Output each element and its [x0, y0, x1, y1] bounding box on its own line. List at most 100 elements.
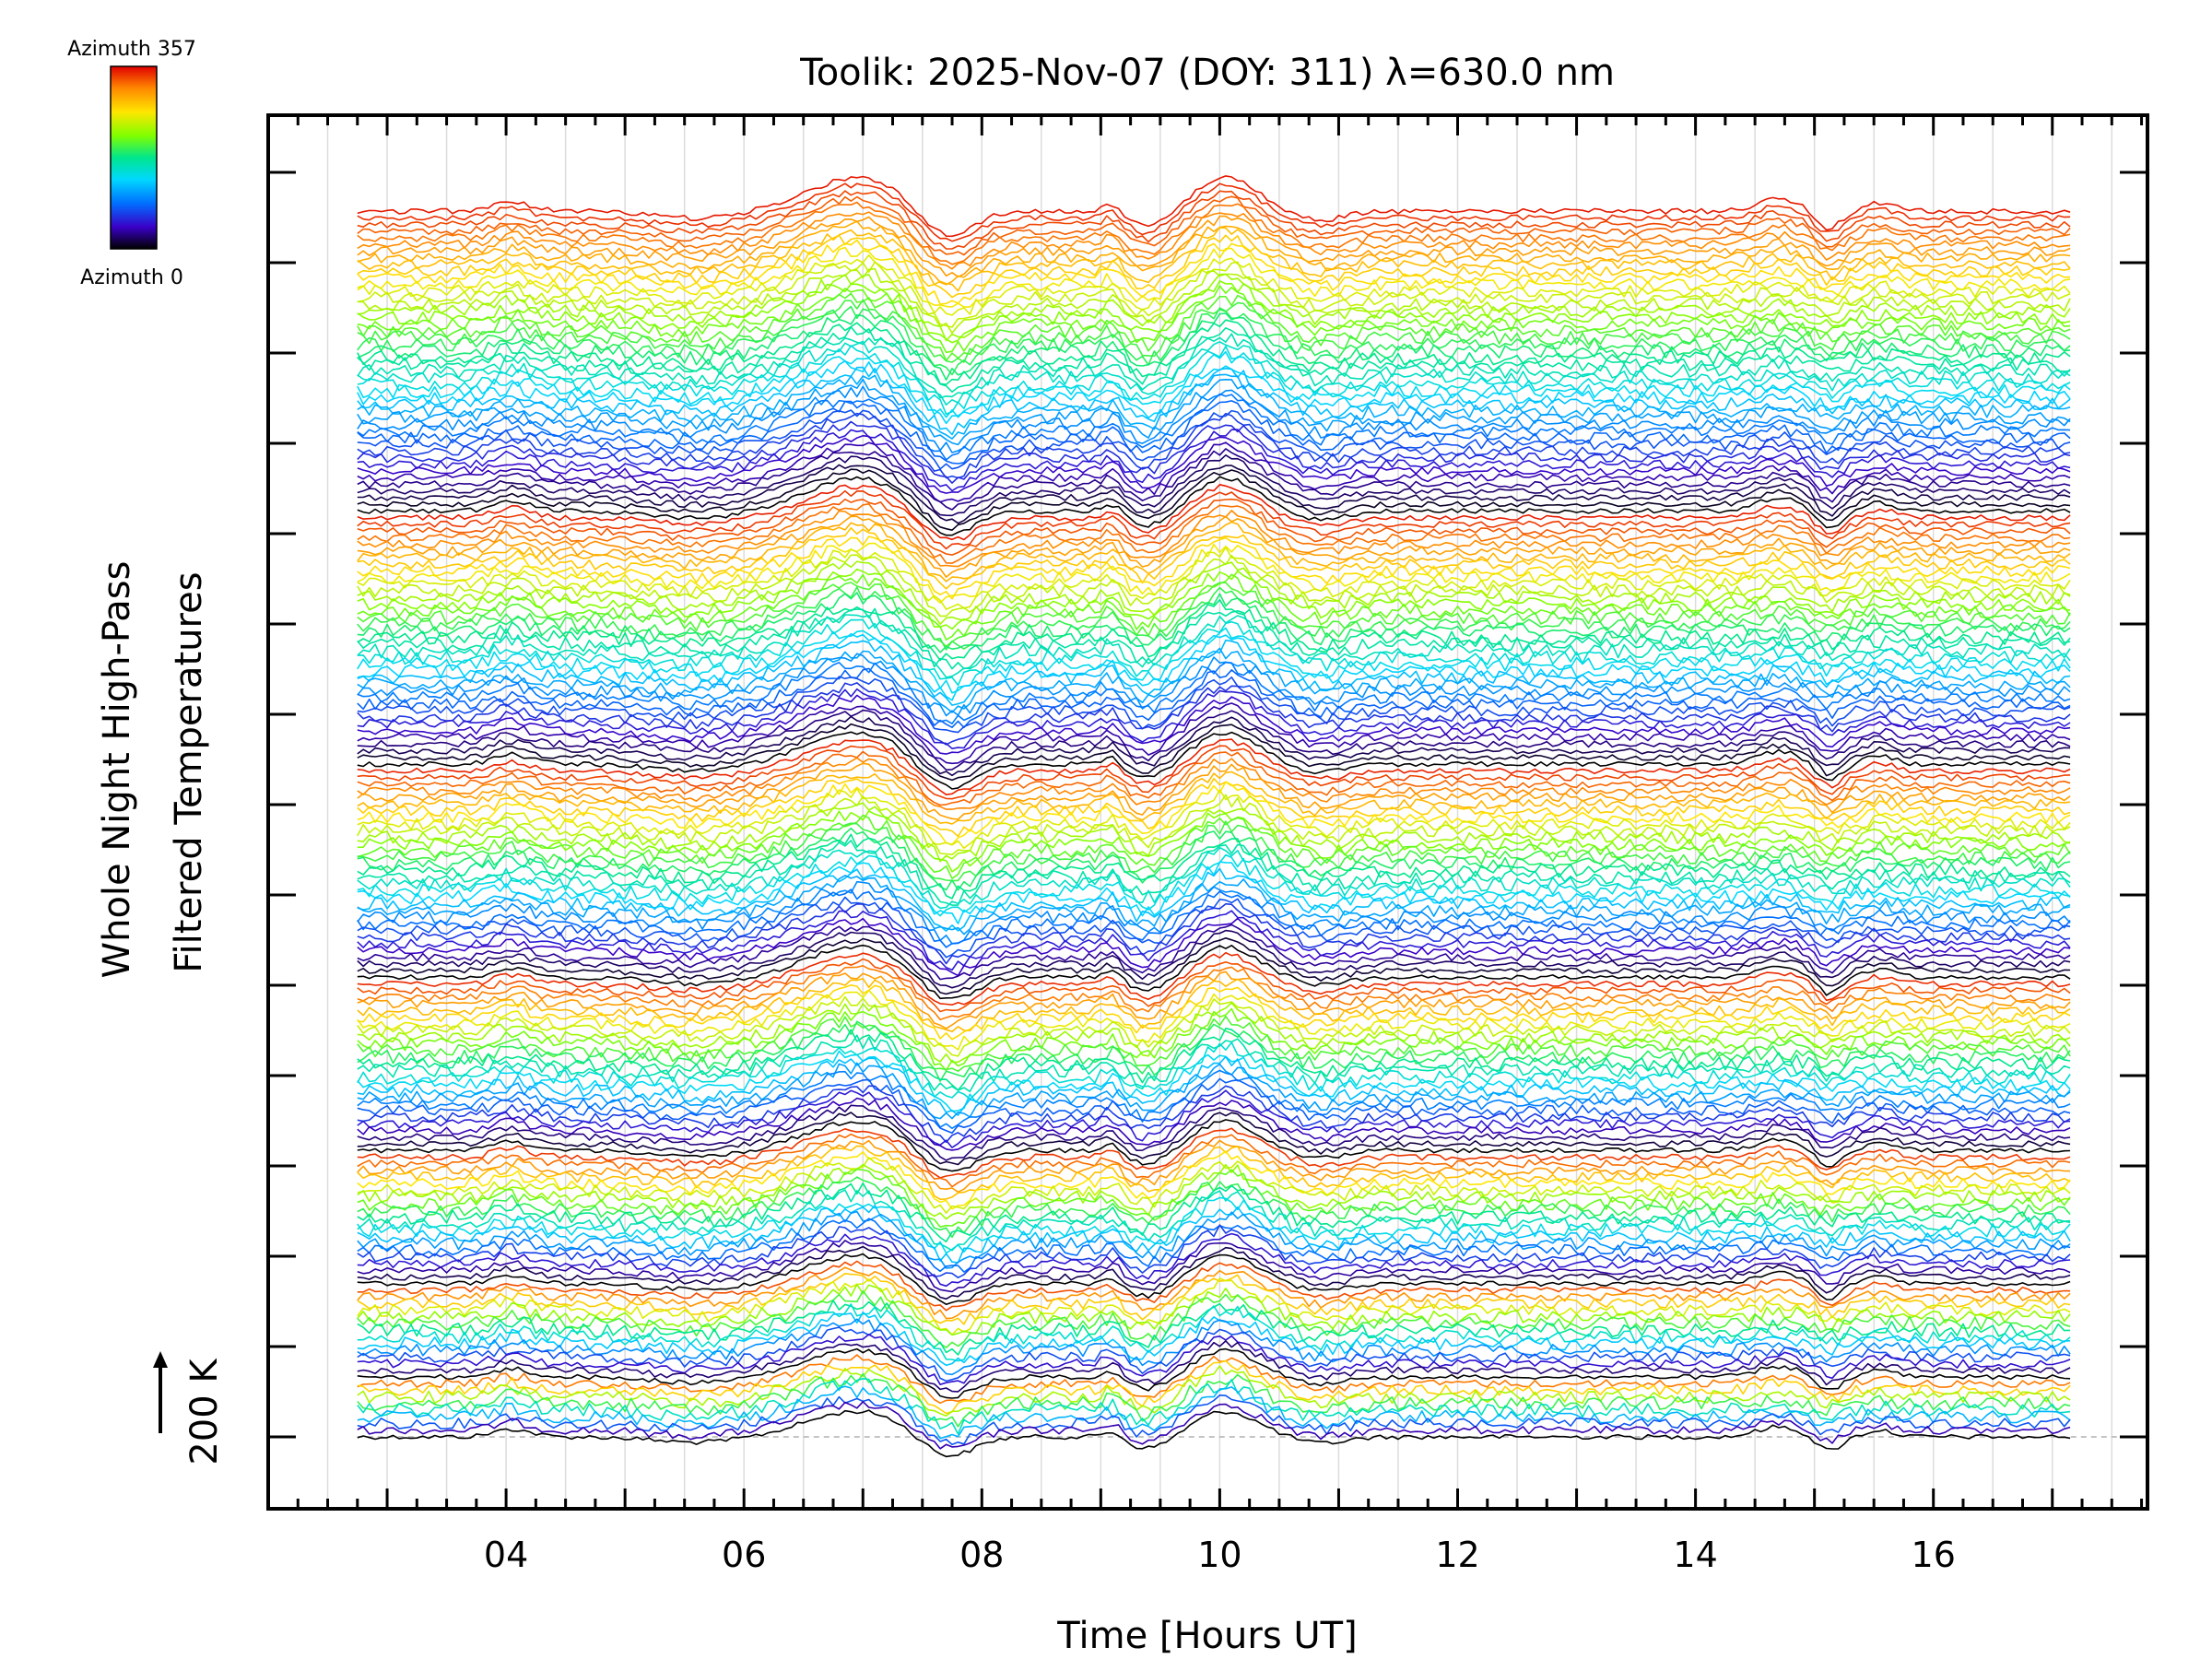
azimuth-trace — [357, 489, 2071, 550]
azimuth-trace — [357, 794, 2071, 855]
azimuth-trace — [357, 1359, 2071, 1415]
azimuth-trace — [357, 412, 2071, 479]
azimuth-trace — [357, 429, 2071, 492]
azimuth-trace — [357, 1240, 2071, 1293]
grid-lines — [326, 115, 2143, 1509]
azimuth-trace — [357, 750, 2071, 806]
azimuth-trace — [357, 1182, 2071, 1242]
azimuth-trace — [357, 1253, 2071, 1305]
azimuth-trace — [357, 738, 2071, 795]
azimuth-trace — [357, 1163, 2071, 1220]
azimuth-trace — [357, 1085, 2071, 1144]
azimuth-trace — [357, 267, 2071, 335]
azimuth-trace — [357, 880, 2071, 945]
azimuth-trace — [357, 810, 2071, 873]
azimuth-trace — [357, 340, 2071, 406]
azimuth-trace — [357, 350, 2071, 418]
azimuth-trace — [357, 1020, 2071, 1082]
azimuth-trace — [357, 1127, 2071, 1179]
azimuth-trace — [357, 614, 2071, 678]
azimuth-trace — [357, 220, 2071, 286]
azimuth-trace — [357, 1002, 2071, 1064]
azimuth-trace — [357, 190, 2071, 250]
x-tick-label: 04 — [484, 1535, 528, 1575]
azimuth-trace — [357, 476, 2071, 536]
azimuth-trace — [357, 373, 2071, 440]
azimuth-trace — [357, 647, 2071, 713]
azimuth-trace — [357, 802, 2071, 863]
azimuth-trace — [357, 618, 2071, 687]
azimuth-trace — [357, 1104, 2071, 1161]
azimuth-trace — [357, 661, 2071, 724]
azimuth-trace — [357, 582, 2071, 647]
azimuth-trace — [357, 888, 2071, 948]
azimuth-trace — [357, 1097, 2071, 1151]
azimuth-trace — [357, 757, 2071, 810]
azimuth-trace — [357, 1145, 2071, 1200]
azimuth-trace — [357, 1409, 2071, 1458]
azimuth-trace — [357, 937, 2071, 995]
azimuth-trace — [357, 1196, 2071, 1254]
azimuth-trace — [357, 441, 2071, 503]
azimuth-trace — [357, 1340, 2071, 1393]
colorbar — [110, 65, 158, 250]
azimuth-trace — [357, 984, 2071, 1041]
azimuth-trace — [357, 702, 2071, 765]
azimuth-trace — [357, 547, 2071, 610]
azimuth-trace — [357, 1266, 2071, 1320]
azimuth-trace — [357, 1224, 2071, 1278]
plot-frame — [266, 113, 2149, 1511]
azimuth-trace — [357, 1189, 2071, 1252]
azimuth-trace — [357, 503, 2071, 564]
azimuth-trace — [357, 840, 2071, 906]
azimuth-trace — [357, 1260, 2071, 1312]
azimuth-trace — [357, 1347, 2071, 1399]
azimuth-trace — [357, 1303, 2071, 1362]
azimuth-trace — [357, 409, 2071, 470]
azimuth-trace — [357, 454, 2071, 517]
azimuth-trace — [357, 1112, 2071, 1166]
x-tick-label: 16 — [1912, 1535, 1956, 1575]
azimuth-trace — [357, 292, 2071, 361]
azimuth-trace — [357, 1365, 2071, 1417]
azimuth-trace — [357, 273, 2071, 342]
azimuth-trace — [357, 1150, 2071, 1210]
azimuth-trace — [357, 510, 2071, 568]
azimuth-trace — [357, 254, 2071, 316]
azimuth-trace — [357, 393, 2071, 461]
azimuth-trace — [357, 978, 2071, 1032]
azimuth-trace — [357, 1334, 2071, 1385]
azimuth-trace — [357, 175, 2071, 238]
azimuth-trace — [357, 586, 2071, 651]
azimuth-trace — [357, 305, 2071, 376]
azimuth-trace — [357, 1055, 2071, 1116]
azimuth-trace — [357, 246, 2071, 308]
azimuth-trace — [357, 420, 2071, 484]
azimuth-trace — [357, 867, 2071, 932]
azimuth-trace — [357, 234, 2071, 299]
azimuth-trace — [357, 694, 2071, 755]
azimuth-trace — [357, 211, 2071, 270]
azimuth-trace — [357, 682, 2071, 746]
azimuth-trace — [357, 599, 2071, 662]
y-axis-label-line2: Filtered Temperatures — [168, 571, 210, 972]
azimuth-trace — [357, 1062, 2071, 1120]
azimuth-trace — [357, 435, 2071, 494]
azimuth-trace — [357, 853, 2071, 917]
colorbar-bottom-label: Azimuth 0 — [80, 266, 183, 289]
azimuth-trace — [357, 239, 2071, 305]
azimuth-trace — [357, 958, 2071, 1013]
azimuth-trace — [357, 676, 2071, 734]
azimuth-trace — [357, 1007, 2071, 1072]
azimuth-trace — [357, 464, 2071, 524]
azimuth-trace — [357, 1326, 2071, 1382]
x-tick-label: 06 — [722, 1535, 766, 1575]
azimuth-trace — [357, 632, 2071, 701]
colorbar-top-label: Azimuth 357 — [67, 38, 196, 61]
azimuth-trace — [357, 1210, 2071, 1269]
azimuth-trace — [357, 1168, 2071, 1228]
azimuth-trace — [357, 951, 2071, 1006]
azimuth-trace — [357, 902, 2071, 965]
x-axis-label: Time [Hours UT] — [1056, 1615, 1357, 1657]
azimuth-trace — [357, 560, 2071, 625]
